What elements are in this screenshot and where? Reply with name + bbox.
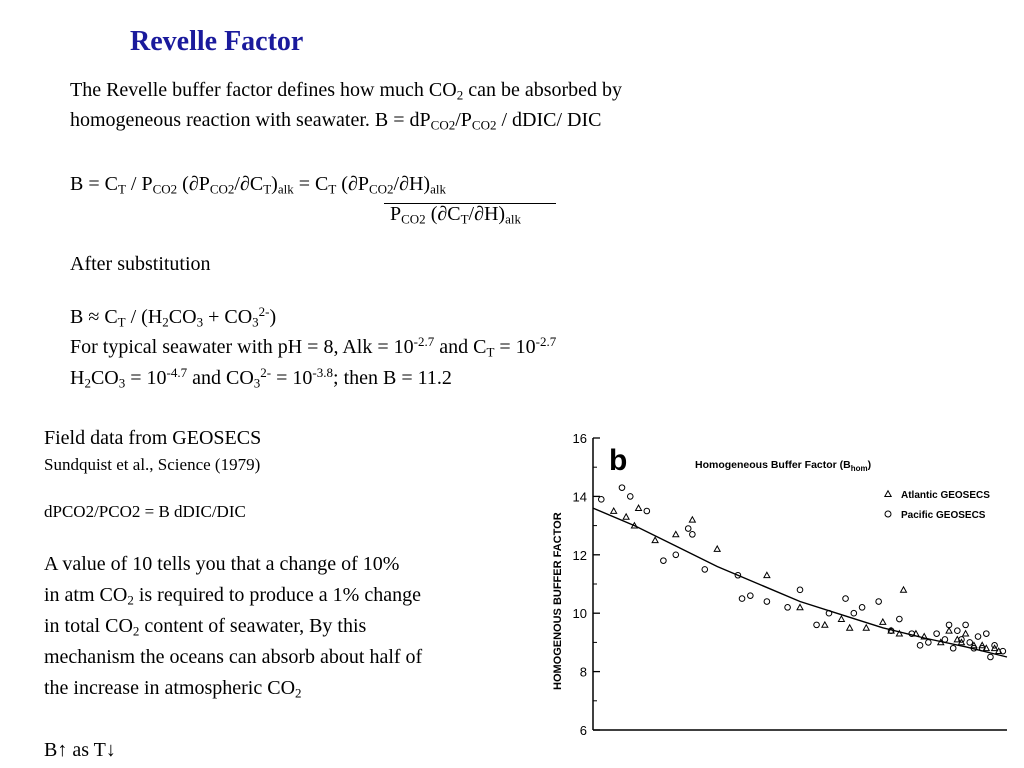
- atlantic-point: [609, 506, 618, 514]
- approx-equation: B ≈ CT / (H2CO3 + CO32-): [70, 303, 277, 330]
- pacific-point: [925, 639, 932, 646]
- h2co3-values: H2CO3 = 10-4.7 and CO32- = 10-3.8; then …: [70, 364, 452, 391]
- fit-curve: [592, 507, 1008, 658]
- atlantic-point: [970, 641, 978, 649]
- pacific-point: [954, 627, 961, 635]
- typical-seawater: For typical seawater with pH = 8, Alk = …: [70, 333, 557, 360]
- explain-line-5: the increase in atmospheric CO2: [44, 677, 302, 701]
- pacific-point: [974, 633, 982, 640]
- pacific-point: [983, 630, 990, 637]
- pacific-point: [689, 531, 696, 538]
- relation: dPCO2/PCO2 = B dDIC/DIC: [44, 502, 246, 521]
- intro-line-1: The Revelle buffer factor defines how mu…: [70, 79, 623, 103]
- pacific-point: [875, 598, 882, 605]
- pacific-point: [949, 644, 957, 652]
- citation: Sundquist et al., Science (1979): [44, 455, 261, 474]
- legend-atlantic-marker: [883, 489, 893, 498]
- legend-label: Atlantic GEOSECS: [901, 490, 990, 501]
- atlantic-point: [845, 623, 854, 631]
- atlantic-point: [820, 620, 829, 628]
- atlantic-point: [920, 632, 929, 640]
- pacific-point: [747, 592, 754, 599]
- atlantic-point: [899, 585, 908, 593]
- pacific-point: [933, 630, 940, 637]
- pacific-point: [701, 566, 709, 573]
- fraction-bar: [384, 203, 556, 205]
- y-tick-label: 12: [573, 548, 587, 563]
- intro-line-2: homogeneous reaction with seawater. B = …: [70, 109, 602, 133]
- after-substitution: After substitution: [70, 253, 211, 275]
- pacific-point: [784, 604, 791, 611]
- explain-line-1: A value of 10 tells you that a change of…: [44, 553, 400, 575]
- pacific-point: [684, 525, 692, 532]
- atlantic-point: [796, 603, 804, 611]
- atlantic-point: [713, 544, 722, 552]
- pacific-point: [796, 586, 804, 594]
- pacific-point: [991, 642, 998, 649]
- pacific-point: [850, 609, 858, 617]
- pacific-point: [987, 653, 994, 661]
- temperature-relation: B↑ as T↓: [44, 739, 116, 761]
- pacific-point: [660, 557, 667, 564]
- atlantic-point: [837, 615, 846, 622]
- pacific-point: [958, 636, 965, 643]
- buffer-factor-chart: b Homogeneous Buffer Factor (Bhom) HOMOG…: [552, 431, 1008, 738]
- legend-label: Pacific GEOSECS: [901, 510, 986, 521]
- atlantic-point: [978, 641, 987, 649]
- atlantic-point: [945, 626, 953, 634]
- buffer-equation-denominator: PCO2 (∂CT/∂H)alk: [390, 203, 521, 227]
- pacific-point: [734, 571, 742, 579]
- pacific-point: [738, 595, 746, 602]
- panel-letter: b: [609, 444, 627, 477]
- chart-title: Homogeneous Buffer Factor (Bhom): [695, 459, 871, 473]
- explain-line-2: in atm CO2 is required to produce a 1% c…: [44, 584, 421, 608]
- atlantic-point: [671, 530, 680, 538]
- page-title: Revelle Factor: [130, 26, 304, 57]
- atlantic-point: [961, 629, 970, 637]
- pacific-point: [896, 615, 903, 623]
- pacific-point: [672, 551, 680, 559]
- y-tick-label: 8: [580, 665, 587, 680]
- pacific-point: [858, 604, 866, 611]
- pacific-point: [945, 621, 953, 629]
- atlantic-point: [878, 617, 887, 625]
- y-tick-label: 6: [580, 723, 587, 738]
- field-heading: Field data from GEOSECS: [44, 427, 262, 449]
- atlantic-point: [622, 512, 630, 520]
- explain-line-3: in total CO2 content of seawater, By thi…: [44, 615, 367, 639]
- atlantic-point: [634, 504, 643, 511]
- y-tick-label: 16: [573, 431, 587, 446]
- y-tick-label: 14: [573, 489, 587, 504]
- atlantic-point: [895, 629, 904, 637]
- pacific-point: [643, 507, 651, 515]
- y-tick-label: 10: [573, 606, 587, 621]
- y-axis-label: HOMOGENOUS BUFFER FACTOR: [552, 512, 564, 690]
- atlantic-point: [862, 623, 871, 631]
- pacific-point: [618, 484, 626, 491]
- pacific-point: [999, 647, 1007, 655]
- pacific-point: [626, 493, 634, 500]
- buffer-equation: B = CT / PCO2 (∂PCO2/∂CT)alk = CT (∂PCO2…: [70, 173, 446, 197]
- atlantic-point: [651, 536, 659, 544]
- pacific-point: [916, 642, 924, 649]
- pacific-point: [842, 595, 849, 602]
- explain-line-4: mechanism the oceans can absorb about ha…: [44, 646, 423, 668]
- atlantic-point: [688, 515, 697, 523]
- atlantic-point: [763, 571, 771, 579]
- pacific-point: [966, 639, 974, 646]
- pacific-point: [763, 598, 771, 605]
- legend-pacific-marker: [884, 510, 892, 518]
- pacific-point: [962, 621, 969, 629]
- pacific-point: [597, 496, 605, 503]
- pacific-point: [813, 621, 820, 629]
